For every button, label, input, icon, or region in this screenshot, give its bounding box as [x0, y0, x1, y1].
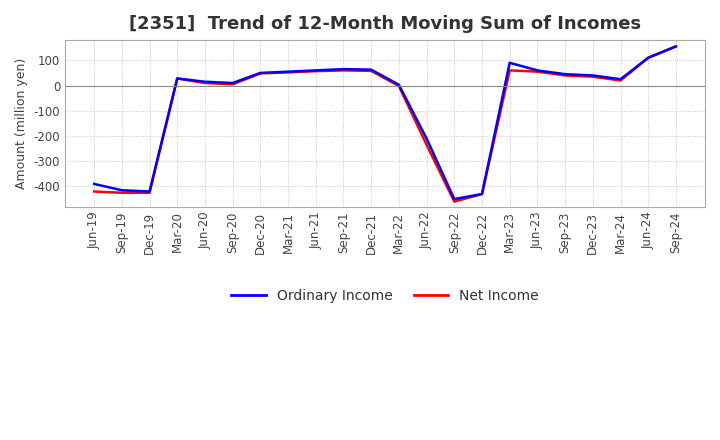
Ordinary Income — [450, 196, 459, 202]
Ordinary Income — [228, 81, 237, 86]
Net Income — [201, 81, 210, 86]
Ordinary Income — [588, 73, 597, 78]
Ordinary Income — [367, 67, 376, 72]
Title: [2351]  Trend of 12-Month Moving Sum of Incomes: [2351] Trend of 12-Month Moving Sum of I… — [129, 15, 641, 33]
Net Income — [533, 69, 541, 74]
Ordinary Income — [312, 68, 320, 73]
Net Income — [395, 84, 403, 89]
Net Income — [367, 68, 376, 73]
Line: Ordinary Income: Ordinary Income — [94, 46, 676, 199]
Ordinary Income — [505, 60, 514, 66]
Ordinary Income — [90, 181, 99, 187]
Line: Net Income: Net Income — [94, 46, 676, 202]
Ordinary Income — [561, 72, 570, 77]
Net Income — [477, 191, 486, 197]
Legend: Ordinary Income, Net Income: Ordinary Income, Net Income — [225, 283, 544, 308]
Ordinary Income — [339, 66, 348, 72]
Net Income — [117, 190, 126, 195]
Net Income — [505, 68, 514, 73]
Ordinary Income — [145, 189, 154, 194]
Net Income — [588, 74, 597, 79]
Ordinary Income — [395, 82, 403, 88]
Ordinary Income — [477, 191, 486, 197]
Net Income — [644, 55, 652, 60]
Net Income — [672, 44, 680, 49]
Net Income — [145, 190, 154, 195]
Y-axis label: Amount (million yen): Amount (million yen) — [15, 58, 28, 189]
Net Income — [339, 68, 348, 73]
Net Income — [616, 78, 625, 83]
Net Income — [284, 70, 292, 75]
Ordinary Income — [117, 187, 126, 193]
Net Income — [228, 82, 237, 87]
Ordinary Income — [201, 79, 210, 84]
Net Income — [312, 69, 320, 74]
Ordinary Income — [284, 69, 292, 74]
Net Income — [561, 73, 570, 78]
Ordinary Income — [533, 68, 541, 73]
Net Income — [422, 142, 431, 147]
Ordinary Income — [644, 55, 652, 60]
Ordinary Income — [616, 77, 625, 82]
Ordinary Income — [256, 70, 265, 76]
Net Income — [90, 189, 99, 194]
Ordinary Income — [672, 44, 680, 49]
Ordinary Income — [422, 136, 431, 141]
Net Income — [173, 76, 181, 81]
Ordinary Income — [173, 76, 181, 81]
Net Income — [450, 199, 459, 204]
Net Income — [256, 71, 265, 76]
